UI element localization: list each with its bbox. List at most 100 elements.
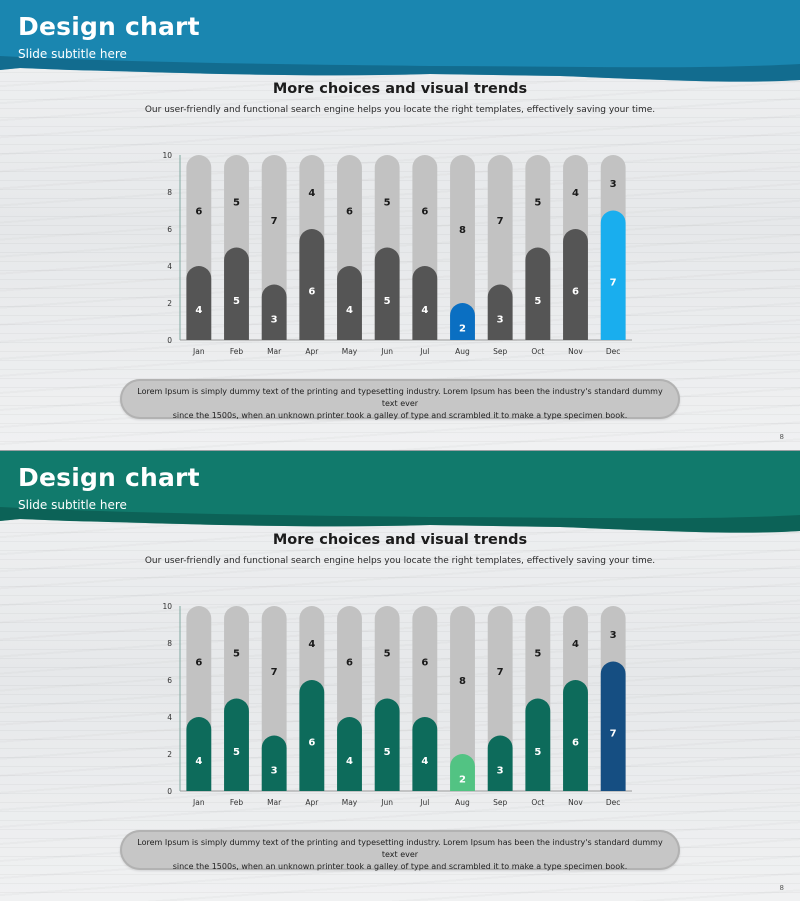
data-label-lower: 5 [384,747,391,758]
bar-chart-1: 0 2 4 6 8 10 6 4 Jan 5 5 Feb 7 3 Mar 4 6 Apr 6 4 May 5 5 Jun 6 4 J… [162,151,632,356]
x-tick-label: Sep [493,798,507,807]
data-label-lower: 3 [497,314,504,325]
bar-track-aug [450,154,475,340]
data-label-upper: 5 [534,197,541,208]
bar-may [337,266,362,340]
data-label-upper: 7 [271,216,278,227]
data-label-upper: 8 [459,225,466,236]
bar-jun [374,698,400,791]
x-tick-label: Feb [230,798,244,807]
data-label-upper: 7 [271,667,278,678]
chart-description: Our user-friendly and functional search … [144,556,656,566]
data-label-lower: 6 [572,287,579,298]
data-label-lower: 3 [497,765,504,776]
bar-track-aug [450,606,475,791]
y-tick-label: 8 [167,188,172,197]
x-tick-label: Dec [606,798,621,807]
data-label-upper: 4 [572,639,579,650]
y-tick-label: 10 [162,151,172,160]
data-label-upper: 3 [610,630,617,641]
bar-mar [261,735,287,791]
y-tick-label: 0 [167,787,172,796]
bar-may [337,717,362,791]
data-label-upper: 6 [346,658,353,669]
bar-aug [450,303,475,340]
x-tick-label: Sep [493,347,507,356]
data-label-lower: 2 [459,324,466,335]
data-label-upper: 6 [421,658,428,669]
banner-1 [0,0,800,82]
x-tick-label: Nov [568,347,583,356]
data-label-upper: 7 [497,667,504,678]
info-line-2: since the 1500s, when an unknown printer… [172,862,628,871]
banner-fabric [0,0,800,82]
y-tick-label: 0 [167,336,172,345]
data-label-upper: 5 [233,197,240,208]
data-label-upper: 6 [195,658,202,669]
bar-oct [525,247,551,340]
data-label-lower: 4 [346,756,353,767]
data-label-lower: 4 [421,305,428,316]
info-text: Lorem Ipsum is simply dummy text of the … [130,386,670,422]
bar-nov [563,680,588,791]
y-tick-label: 10 [162,602,172,611]
bar-nov [563,228,588,340]
bar-jun [374,247,400,340]
data-label-upper: 4 [572,188,579,199]
data-label-lower: 6 [308,738,315,749]
x-tick-label: Aug [455,347,470,356]
data-label-lower: 5 [233,296,240,307]
chart-heading: More choices and visual trends [272,532,528,548]
data-label-upper: 6 [421,207,428,218]
x-tick-label: Jun [380,347,393,356]
bar-apr [299,228,325,340]
data-label-upper: 6 [195,207,202,218]
bar-jan [186,266,212,340]
slide-subtitle: Slide subtitle here [18,498,127,512]
data-label-lower: 3 [271,765,278,776]
x-tick-label: Jun [380,798,393,807]
info-line-1: Lorem Ipsum is simply dummy text of the … [137,838,663,859]
y-tick-label: 4 [167,713,172,722]
x-tick-label: Jan [192,347,205,356]
bar-chart-2: 0 2 4 6 8 10 6 4 Jan 5 5 Feb 7 3 Mar 4 6 Apr 6 4 May 5 5 Jun 6 4 J… [162,602,632,807]
x-tick-label: Jul [419,347,429,356]
data-label-upper: 7 [497,216,504,227]
info-text: Lorem Ipsum is simply dummy text of the … [130,837,670,873]
data-label-lower: 4 [421,756,428,767]
x-tick-label: May [342,798,358,807]
bar-jul [412,717,438,791]
banner-fold [0,507,800,533]
y-tick-label: 2 [167,750,172,759]
banner-2 [0,451,800,533]
data-label-lower: 7 [610,728,617,739]
bar-dec [600,210,626,340]
data-label-upper: 5 [384,197,391,208]
info-line-2: since the 1500s, when an unknown printer… [172,411,628,420]
data-label-lower: 7 [610,277,617,288]
x-tick-label: Oct [531,347,544,356]
x-tick-label: Jul [419,798,429,807]
data-label-upper: 5 [384,648,391,659]
x-tick-label: Mar [267,347,282,356]
bar-feb [224,247,249,340]
x-tick-label: Aug [455,798,470,807]
bar-sep [487,284,513,340]
data-label-upper: 8 [459,676,466,687]
slide-2: Design chart Slide subtitle here More ch… [0,450,800,901]
bar-sep [487,735,513,791]
data-label-upper: 5 [233,648,240,659]
data-label-upper: 4 [308,639,315,650]
page-number: 8 [779,884,784,892]
slide-title: Design chart [18,12,200,41]
data-label-lower: 5 [534,747,541,758]
y-tick-label: 6 [167,676,172,685]
data-label-lower: 3 [271,314,278,325]
data-label-upper: 5 [534,648,541,659]
bar-oct [525,698,551,791]
data-label-lower: 5 [384,296,391,307]
data-label-lower: 6 [308,287,315,298]
bar-jan [186,717,212,791]
page-number: 8 [779,433,784,441]
banner-fabric [0,451,800,533]
